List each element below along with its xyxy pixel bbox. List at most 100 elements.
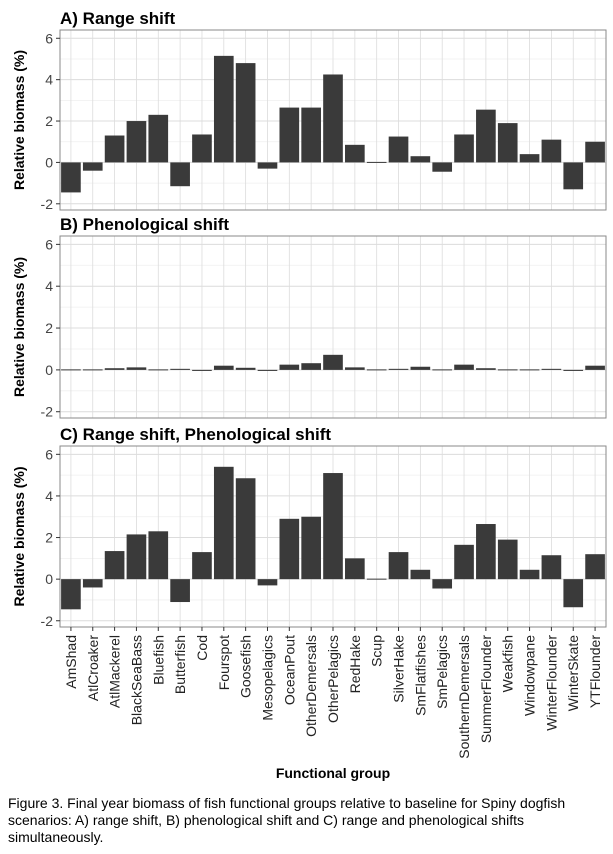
bar-Weakfish (497, 369, 518, 371)
x-tick-label: BlackSeaBass (128, 635, 144, 725)
y-tick-label: 6 (45, 446, 53, 462)
y-tick-label: 4 (45, 488, 53, 504)
bar-Windowpane (519, 369, 540, 371)
y-tick-label: 2 (45, 530, 53, 546)
bar-SmFlatfishes (410, 156, 431, 163)
bar-Fourspot (213, 365, 234, 370)
x-tick-label: Cod (194, 635, 210, 661)
x-tick-label: SilverHake (391, 635, 407, 703)
y-tick-label: 0 (45, 571, 53, 587)
y-tick-label: 6 (45, 30, 53, 46)
bar-SilverHake (388, 552, 409, 580)
x-tick-label: YTFlounder (587, 635, 603, 708)
bar-AtlMackerel (104, 135, 125, 163)
bar-AtlCroaker (82, 162, 103, 171)
x-tick-label: Weakfish (500, 635, 516, 692)
bar-SmFlatfishes (410, 366, 431, 370)
bar-AtlMackerel (104, 368, 125, 370)
x-tick-label: Scup (369, 635, 385, 667)
y-tick-label: 0 (45, 362, 53, 378)
y-axis-label: Relative biomass (%) (11, 50, 27, 190)
bar-SouthernDemersals (454, 364, 474, 370)
bar-AmShad (61, 369, 81, 371)
bar-SouthernDemersals (454, 134, 474, 163)
chart-panel-1: -2 0 2 4 6 A) Range shift Relative biomass (%) (11, 9, 607, 212)
x-tick-label: OceanPout (281, 635, 297, 705)
bar-SilverHake (388, 368, 409, 370)
x-tick-label: WinterSkate (565, 635, 581, 711)
chart-panel-3: -2 0 2 4 6 C) Range shift, Phenological shift… (11, 425, 607, 781)
bar-RedHake (345, 144, 365, 163)
bar-SmPelagics (432, 369, 453, 371)
figure-chart: -2 0 2 4 6 A) Range shift Relative biomass (%)… (11, 9, 607, 781)
bar-AmShad (61, 162, 81, 193)
y-tick-label: 4 (45, 278, 53, 294)
y-tick-label: 6 (45, 236, 53, 252)
x-tick-label: WinterFlounder (543, 635, 559, 731)
bar-Windowpane (519, 154, 540, 163)
panel-title: A) Range shift (60, 9, 176, 28)
bar-SouthernDemersals (454, 544, 474, 580)
bar-Scup (366, 161, 387, 163)
y-tick-label: 2 (45, 113, 53, 129)
bar-WinterFlounder (541, 139, 562, 163)
bar-Cod (192, 552, 212, 580)
y-tick-label: 4 (45, 72, 53, 88)
bar-OceanPout (279, 518, 300, 580)
bar-AtlCroaker (82, 369, 103, 371)
x-tick-label: OtherDemersals (303, 635, 319, 737)
bar-Goosefish (235, 63, 256, 163)
bar-SummerFlounder (476, 109, 496, 163)
y-tick-label: -2 (41, 196, 54, 212)
bar-WinterSkate (563, 162, 584, 190)
bar-RedHake (345, 558, 365, 580)
bar-Mesopelagics (257, 162, 278, 169)
bar-WinterSkate (563, 369, 584, 371)
bar-WinterSkate (563, 579, 584, 608)
bar-Butterfish (170, 162, 190, 187)
bar-BlackSeaBass (126, 121, 147, 163)
panel-title: C) Range shift, Phenological shift (60, 425, 331, 444)
bar-Fourspot (213, 55, 234, 163)
bar-OtherDemersals (301, 107, 321, 163)
bar-YTFlounder (585, 365, 605, 370)
bar-WinterFlounder (541, 555, 562, 580)
bar-OceanPout (279, 107, 300, 163)
bar-BlackSeaBass (126, 367, 147, 370)
panel-border (59, 235, 607, 419)
x-tick-label: Mesopelagics (259, 635, 275, 721)
x-tick-label: Windowpane (522, 635, 538, 716)
y-axis-label: Relative biomass (%) (11, 257, 27, 397)
bar-RedHake (345, 367, 365, 370)
bar-OtherPelagics (323, 473, 343, 580)
x-tick-label: SummerFlounder (478, 635, 494, 743)
x-tick-label: Fourspot (216, 635, 232, 690)
bar-AtlMackerel (104, 551, 125, 580)
figure-caption: Figure 3. Final year biomass of fish fun… (8, 795, 566, 845)
x-tick-label: AmShad (63, 635, 79, 689)
bar-OtherPelagics (323, 354, 343, 370)
y-axis-label: Relative biomass (%) (11, 466, 27, 606)
x-tick-label: AtlMackerel (107, 635, 123, 708)
bar-Scup (366, 578, 387, 580)
bar-OceanPout (279, 364, 300, 370)
bar-Goosefish (235, 367, 256, 370)
x-axis-label: Functional group (276, 765, 390, 781)
bar-Scup (366, 369, 387, 371)
bar-Butterfish (170, 368, 190, 370)
bar-OtherPelagics (323, 74, 343, 163)
panel-border (59, 29, 607, 211)
x-tick-label: Goosefish (238, 635, 254, 698)
bar-SummerFlounder (476, 368, 496, 370)
bar-SilverHake (388, 136, 409, 163)
bar-Bluefish (148, 369, 169, 371)
bar-Weakfish (497, 539, 518, 580)
y-tick-label: 0 (45, 154, 53, 170)
bar-Windowpane (519, 569, 540, 580)
bar-Cod (192, 134, 212, 163)
bar-Fourspot (213, 466, 234, 580)
y-tick-label: 2 (45, 320, 53, 336)
bar-BlackSeaBass (126, 534, 147, 580)
x-tick-label: OtherPelagics (325, 635, 341, 723)
panel-title: B) Phenological shift (60, 215, 229, 234)
